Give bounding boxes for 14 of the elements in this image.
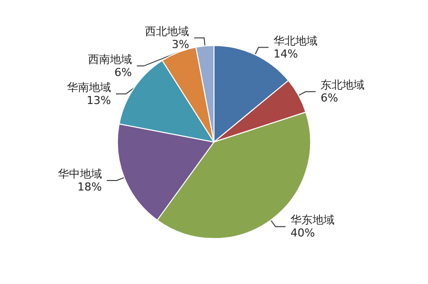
data-label: 6%	[114, 66, 132, 79]
slice-label: 华南地域	[67, 80, 112, 94]
slice-label: 东北地域	[320, 78, 365, 92]
slice-label: 华北地域	[274, 34, 318, 48]
data-label: 13%	[86, 94, 112, 107]
data-label: 14%	[274, 47, 298, 60]
data-label: 6%	[320, 92, 338, 105]
slice-label: 西南地域	[88, 52, 132, 66]
data-label: 40%	[290, 226, 315, 240]
slice-label: 西北地域	[145, 24, 190, 38]
data-label: 18%	[77, 180, 102, 194]
data-label: 3%	[172, 38, 190, 51]
slice-label: 华中地域	[58, 167, 102, 180]
slice-label: 华东地域	[290, 214, 334, 227]
